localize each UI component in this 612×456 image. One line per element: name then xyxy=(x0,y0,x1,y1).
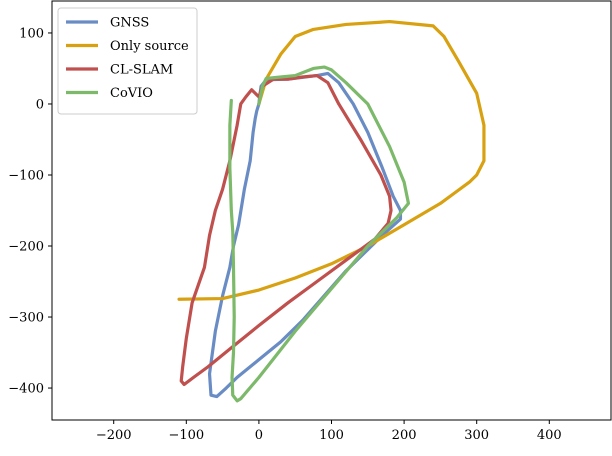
series-line-covio xyxy=(228,65,411,403)
legend-label: GNSS xyxy=(110,16,149,31)
y-tick-label: −100 xyxy=(8,168,44,183)
x-tick-label: 200 xyxy=(392,428,417,443)
y-tick-label: 0 xyxy=(36,97,44,112)
x-tick-label: 400 xyxy=(537,428,562,443)
legend-box xyxy=(57,7,198,115)
x-tick-label: −100 xyxy=(168,428,204,443)
legend-label: Only source xyxy=(110,39,189,54)
y-tick-label: 100 xyxy=(19,26,44,41)
series-layer xyxy=(177,19,486,403)
series-line-only-source xyxy=(177,19,486,301)
x-tick-label: 100 xyxy=(319,428,344,443)
legend-label: CoVIO xyxy=(110,86,153,101)
x-tick-label: 300 xyxy=(464,428,489,443)
axes-layer: −200 −100 0 100 200 300 400 −400 −300 −200 −100 0 10… xyxy=(8,0,612,443)
x-tick-label: 0 xyxy=(255,428,263,443)
series-line-cl-slam xyxy=(179,73,393,387)
y-tick-label: −300 xyxy=(8,311,44,326)
x-tick-label: −200 xyxy=(96,428,132,443)
y-tick-label: −200 xyxy=(8,240,44,255)
legend-label: CL-SLAM xyxy=(110,63,173,78)
legend: GNSS Only source CL-SLAM CoVIO xyxy=(57,7,198,115)
y-tick-label: −400 xyxy=(8,382,44,397)
